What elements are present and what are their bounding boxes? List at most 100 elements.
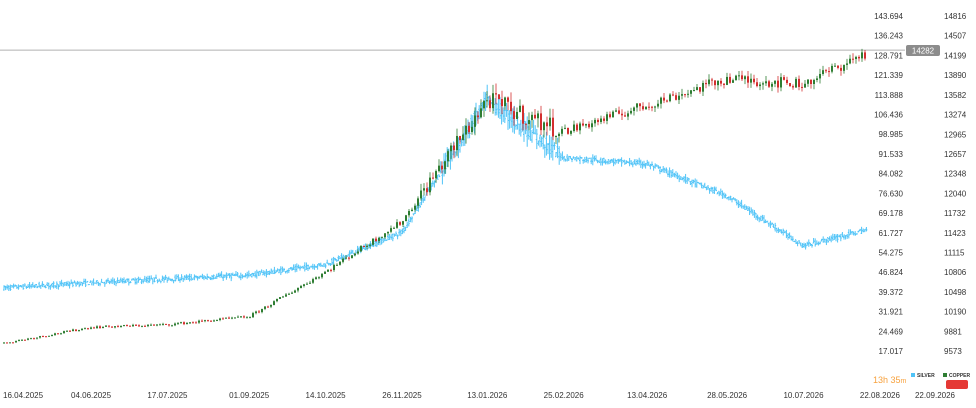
silver-candle bbox=[498, 94, 500, 99]
silver-candle-body bbox=[39, 336, 41, 338]
silver-candle bbox=[786, 77, 788, 85]
x-axis-tick-label: 28.05.2026 bbox=[707, 391, 748, 400]
silver-candle bbox=[798, 75, 800, 90]
silver-candle bbox=[459, 136, 461, 144]
copper-bar bbox=[272, 271, 274, 274]
copper-bar bbox=[773, 224, 775, 228]
copper-bar bbox=[553, 142, 555, 150]
silver-candle-body bbox=[195, 322, 197, 323]
silver-candle-body bbox=[435, 171, 437, 178]
silver-candle bbox=[360, 245, 362, 252]
silver-candle bbox=[270, 304, 272, 308]
left-axis-tick-label: 69.178 bbox=[879, 209, 904, 218]
silver-candle bbox=[396, 219, 398, 229]
silver-candle bbox=[144, 325, 146, 327]
copper-bar bbox=[120, 278, 122, 283]
silver-candle-body bbox=[336, 265, 338, 266]
silver-candle-body bbox=[306, 284, 308, 285]
silver-candle bbox=[264, 306, 266, 310]
silver-candle-body bbox=[279, 297, 281, 299]
silver-candle-body bbox=[69, 331, 71, 332]
silver-candle bbox=[207, 320, 209, 322]
silver-candle-body bbox=[333, 265, 335, 270]
copper-bar bbox=[757, 215, 759, 221]
silver-candle bbox=[651, 106, 653, 111]
silver-candle-body bbox=[501, 99, 503, 106]
silver-candle bbox=[606, 112, 608, 125]
silver-candle bbox=[552, 109, 554, 140]
silver-candle bbox=[408, 209, 410, 218]
silver-candle-body bbox=[795, 79, 797, 88]
silver-candle-body bbox=[549, 118, 551, 127]
right-axis-tick-label: 10806 bbox=[944, 268, 967, 277]
silver-candle bbox=[15, 341, 17, 343]
silver-candle bbox=[723, 83, 725, 88]
silver-candle bbox=[195, 321, 197, 323]
silver-candle-body bbox=[528, 120, 530, 124]
copper-bar bbox=[755, 213, 757, 220]
copper-bar bbox=[411, 216, 413, 222]
copper-bar bbox=[214, 277, 216, 279]
legend-silver[interactable]: SILVER bbox=[917, 373, 935, 379]
silver-candle-body bbox=[288, 294, 290, 295]
copper-bar bbox=[173, 280, 175, 283]
silver-candle bbox=[387, 232, 389, 236]
silver-candle bbox=[840, 65, 842, 76]
silver-candle-body bbox=[618, 110, 620, 113]
copper-bar bbox=[621, 157, 623, 166]
silver-candle-body bbox=[192, 322, 194, 323]
legend-badge[interactable] bbox=[946, 380, 968, 389]
silver-candle-body bbox=[378, 238, 380, 241]
copper-bar bbox=[861, 227, 863, 234]
silver-candle-body bbox=[714, 80, 716, 85]
copper-bar bbox=[595, 155, 597, 161]
silver-candle-body bbox=[228, 318, 230, 319]
silver-candle bbox=[174, 323, 176, 327]
silver-candle-body bbox=[213, 320, 215, 321]
copper-bar bbox=[323, 264, 325, 267]
left-price-axis[interactable]: 143.694136.243128.791121.339113.888106.4… bbox=[874, 12, 903, 356]
silver-candle bbox=[159, 324, 161, 326]
copper-bar bbox=[592, 154, 594, 165]
silver-candle-body bbox=[792, 86, 794, 87]
copper-bar bbox=[24, 283, 26, 286]
silver-candle-body bbox=[150, 325, 152, 326]
silver-candle-body bbox=[729, 77, 731, 83]
silver-candle-body bbox=[738, 75, 740, 76]
copper-bar bbox=[725, 194, 727, 199]
copper-bar bbox=[651, 161, 653, 166]
copper-bar bbox=[104, 282, 106, 287]
countdown-value: 13h 35 bbox=[873, 375, 901, 385]
silver-candle bbox=[843, 64, 845, 73]
right-price-axis[interactable]: 1481614507141991389013582132741296512657… bbox=[944, 12, 967, 356]
legend[interactable]: SILVER COPPER bbox=[911, 373, 971, 389]
legend-copper[interactable]: COPPER bbox=[949, 373, 971, 379]
silver-candle-body bbox=[267, 307, 269, 308]
silver-candle bbox=[702, 80, 704, 96]
silver-candle bbox=[576, 123, 578, 132]
silver-candle-body bbox=[327, 270, 329, 272]
silver-candle bbox=[579, 122, 581, 135]
left-axis-tick-label: 54.275 bbox=[879, 248, 904, 257]
silver-candle bbox=[105, 325, 107, 327]
silver-candle-body bbox=[786, 80, 788, 83]
copper-bar bbox=[221, 271, 223, 277]
current-price-tag: 14282 bbox=[906, 45, 940, 56]
silver-candle-body bbox=[174, 324, 176, 326]
silver-candle-body bbox=[519, 106, 521, 112]
silver-candle bbox=[726, 73, 728, 85]
silver-candle-body bbox=[723, 84, 725, 85]
silver-candle-body bbox=[144, 326, 146, 327]
silver-candle bbox=[423, 183, 425, 196]
copper-bar bbox=[112, 277, 114, 284]
silver-candle-body bbox=[753, 79, 755, 82]
silver-candle-body bbox=[804, 84, 806, 88]
silver-candle bbox=[696, 84, 698, 90]
silver-candle bbox=[258, 310, 260, 313]
silver-candle bbox=[714, 80, 716, 89]
silver-candle-body bbox=[108, 326, 110, 327]
silver-candle-body bbox=[594, 120, 596, 123]
